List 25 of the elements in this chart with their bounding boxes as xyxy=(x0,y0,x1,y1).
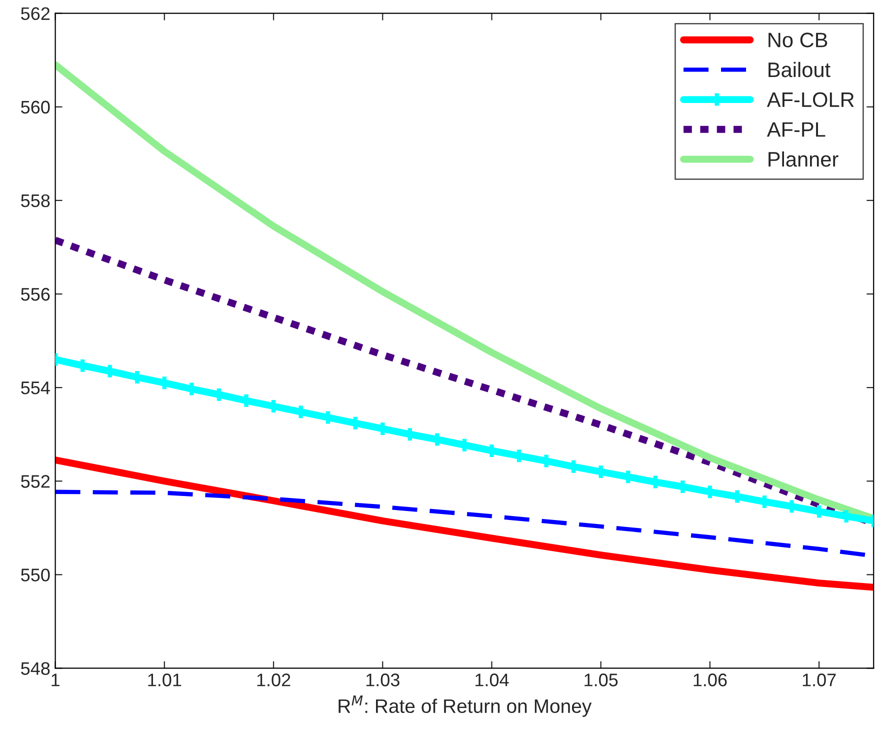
x-tick-label: 1.05 xyxy=(584,674,618,686)
legend-label: Bailout xyxy=(768,62,830,78)
point xyxy=(812,505,826,518)
point xyxy=(540,454,553,468)
y-tick-label: 562 xyxy=(21,7,50,20)
x-tick-label: 1.07 xyxy=(802,674,836,686)
y-tick-label: 560 xyxy=(21,100,50,114)
x-tick-label: 1 xyxy=(52,674,60,686)
y-tick-label: 554 xyxy=(21,382,50,394)
point xyxy=(322,411,334,424)
y-tick-label: 558 xyxy=(21,194,50,208)
y-tick-label: 552 xyxy=(21,475,50,488)
legend-label: No CB xyxy=(768,32,828,48)
y-tick-label: 548 xyxy=(21,662,50,675)
y-tick-label: 556 xyxy=(21,288,50,301)
y-tick-label: 550 xyxy=(21,568,50,582)
x-tick-label: 1.03 xyxy=(366,674,400,686)
x-tick-label: 1.02 xyxy=(257,674,290,686)
x-tick-label: 1.06 xyxy=(694,674,727,686)
legend-label: AF-LOLR xyxy=(766,92,854,108)
legend-label: AF-PL xyxy=(766,122,826,137)
x-tick-label: 1.01 xyxy=(148,674,182,686)
legend-label: Planner xyxy=(768,151,838,167)
x-axis-title: R$^{M}$: Rate of Return on Money xyxy=(338,695,592,717)
x-tick-label: 1.04 xyxy=(476,674,509,686)
